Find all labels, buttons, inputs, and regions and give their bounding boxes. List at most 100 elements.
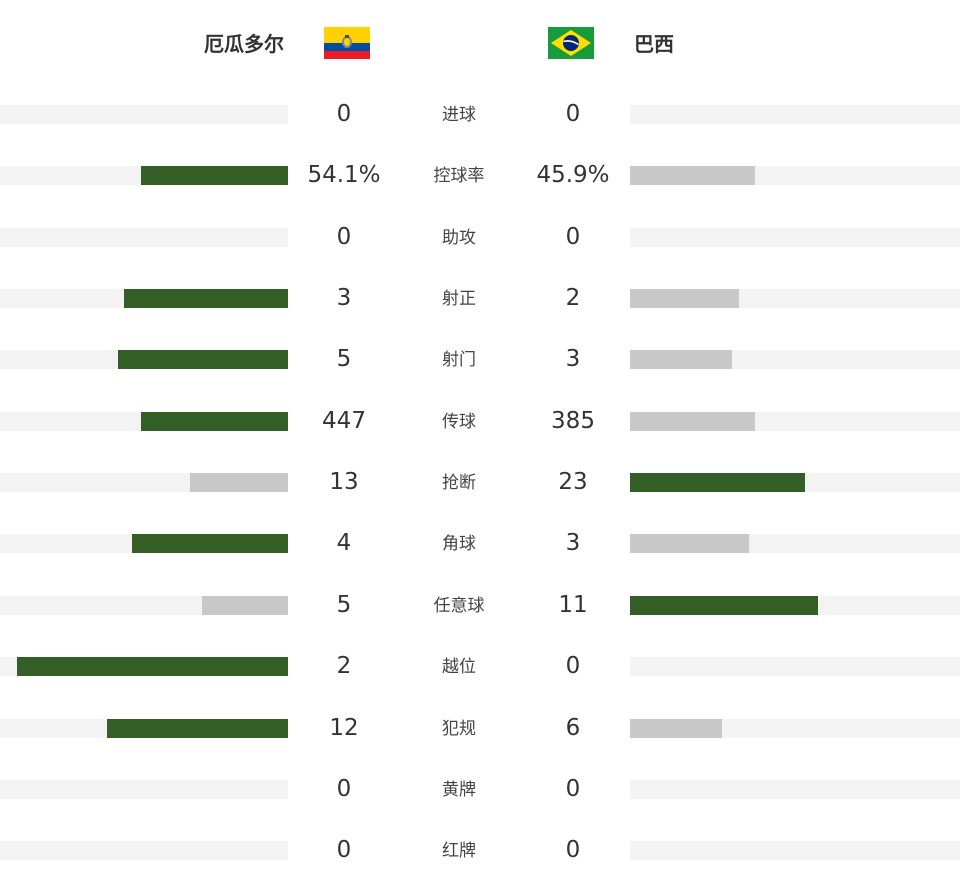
home-team-name: 厄瓜多尔 xyxy=(204,32,284,56)
stat-row: 0 红牌 0 xyxy=(0,820,960,881)
away-bar-track xyxy=(630,595,960,615)
stat-row: 13 抢断 23 xyxy=(0,452,960,513)
stat-label: 犯规 xyxy=(442,718,476,739)
home-value: 0 xyxy=(336,101,352,127)
away-value: 0 xyxy=(565,837,581,864)
stat-row: 5 任意球 11 xyxy=(0,575,960,636)
home-value: 0 xyxy=(336,223,352,250)
away-bar-track xyxy=(630,534,960,554)
stat-label: 助攻 xyxy=(442,227,476,248)
stat-label: 红牌 xyxy=(442,841,476,862)
home-bar xyxy=(132,534,288,554)
away-team-name: 巴西 xyxy=(634,32,674,56)
stat-label: 射门 xyxy=(442,350,476,371)
home-bar-track xyxy=(0,657,288,677)
away-value: 0 xyxy=(565,101,581,127)
away-value: 3 xyxy=(565,530,581,557)
away-bar xyxy=(630,411,755,431)
away-value: 0 xyxy=(565,653,581,680)
away-value: 2 xyxy=(565,285,581,312)
away-value: 0 xyxy=(565,223,581,250)
brazil-flag-icon xyxy=(548,27,594,59)
home-value: 447 xyxy=(322,407,366,434)
stat-label: 进球 xyxy=(442,105,476,125)
away-bar-track xyxy=(630,105,960,124)
away-bar xyxy=(630,473,805,493)
away-bar-track xyxy=(630,473,960,493)
home-bar xyxy=(124,289,288,309)
away-value: 0 xyxy=(565,775,581,802)
ecuador-flag-icon xyxy=(324,27,370,59)
home-bar-track xyxy=(0,595,288,615)
away-bar xyxy=(630,718,722,738)
stat-row: 0 黄牌 0 xyxy=(0,759,960,820)
stat-row: 12 犯规 6 xyxy=(0,698,960,759)
home-value: 3 xyxy=(336,285,352,312)
away-bar-track xyxy=(630,227,960,247)
away-value: 6 xyxy=(565,714,581,741)
away-bar xyxy=(630,289,739,309)
home-bar-track xyxy=(0,779,288,799)
away-bar-track xyxy=(630,657,960,677)
stat-label: 控球率 xyxy=(433,166,485,187)
home-bar xyxy=(202,595,288,615)
stat-label: 传球 xyxy=(442,411,476,432)
home-bar-track xyxy=(0,841,288,861)
away-value: 11 xyxy=(558,591,588,618)
stat-label: 角球 xyxy=(442,534,476,555)
home-bar-track xyxy=(0,534,288,554)
stat-row: 0 进球 0 xyxy=(0,84,960,145)
home-value: 13 xyxy=(329,469,359,496)
away-bar-track xyxy=(630,411,960,431)
home-bar xyxy=(118,350,288,370)
home-bar-track xyxy=(0,718,288,738)
away-bar-track xyxy=(630,779,960,799)
home-bar xyxy=(141,166,288,186)
home-value: 5 xyxy=(336,346,352,373)
away-bar xyxy=(630,350,732,370)
home-bar-track xyxy=(0,105,288,124)
away-bar-track xyxy=(630,166,960,186)
match-header: 厄瓜多尔 巴西 xyxy=(0,0,960,86)
stat-row: 2 越位 0 xyxy=(0,636,960,697)
away-bar xyxy=(630,166,755,186)
away-bar-track xyxy=(630,841,960,861)
stat-row: 5 射门 3 xyxy=(0,329,960,390)
away-value: 23 xyxy=(558,469,588,496)
stat-label: 射正 xyxy=(442,289,476,310)
stat-row: 447 传球 385 xyxy=(0,391,960,452)
home-value: 5 xyxy=(336,591,352,618)
away-value: 3 xyxy=(565,346,581,373)
away-bar-track xyxy=(630,350,960,370)
stat-label: 抢断 xyxy=(442,473,476,494)
home-value: 0 xyxy=(336,775,352,802)
stat-row: 3 射正 2 xyxy=(0,268,960,329)
home-value: 0 xyxy=(336,837,352,864)
home-bar-track xyxy=(0,227,288,247)
home-value: 2 xyxy=(336,653,352,680)
home-value: 12 xyxy=(329,714,359,741)
home-bar xyxy=(141,411,288,431)
away-bar-track xyxy=(630,718,960,738)
away-bar xyxy=(630,534,749,554)
stat-row: 54.1% 控球率 45.9% xyxy=(0,145,960,206)
home-bar xyxy=(17,657,288,677)
stat-row: 0 助攻 0 xyxy=(0,207,960,268)
home-bar xyxy=(107,718,288,738)
away-value: 45.9% xyxy=(536,162,610,189)
home-bar-track xyxy=(0,411,288,431)
stat-label: 黄牌 xyxy=(442,779,476,800)
stat-row: 4 角球 3 xyxy=(0,513,960,574)
away-bar-track xyxy=(630,289,960,309)
home-bar-track xyxy=(0,289,288,309)
home-bar-track xyxy=(0,166,288,186)
home-bar xyxy=(190,473,288,493)
away-value: 385 xyxy=(551,407,595,434)
home-bar-track xyxy=(0,350,288,370)
home-value: 4 xyxy=(336,530,352,557)
stat-label: 任意球 xyxy=(433,595,485,616)
home-value: 54.1% xyxy=(307,162,381,189)
away-bar xyxy=(630,595,818,615)
stat-label: 越位 xyxy=(442,657,476,678)
home-bar-track xyxy=(0,473,288,493)
